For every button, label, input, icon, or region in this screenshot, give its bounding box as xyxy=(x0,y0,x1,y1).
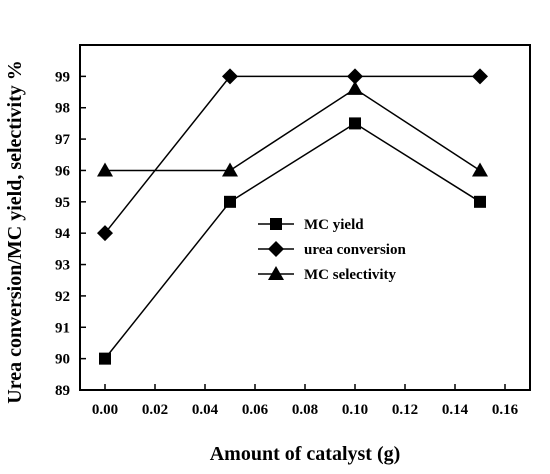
y-tick-label: 92 xyxy=(55,289,70,305)
x-axis-title: Amount of catalyst (g) xyxy=(210,443,401,465)
data-point-triangle xyxy=(97,162,113,177)
data-point-triangle xyxy=(472,162,488,177)
y-tick-label: 94 xyxy=(55,226,71,242)
x-tick-label: 0.04 xyxy=(192,402,219,418)
data-point-triangle xyxy=(347,80,363,95)
y-axis-title: Urea conversion/MC yield, selectivity % xyxy=(4,60,26,403)
x-tick-label: 0.08 xyxy=(292,402,318,418)
y-tick-label: 97 xyxy=(55,132,71,148)
x-tick-label: 0.16 xyxy=(492,402,519,418)
legend-label: MC selectivity xyxy=(304,267,397,283)
legend-marker-diamond xyxy=(268,241,284,257)
legend-item: MC selectivity xyxy=(258,266,397,283)
data-point-square xyxy=(224,195,236,208)
series-triangle xyxy=(97,80,488,177)
y-tick-label: 93 xyxy=(55,258,70,274)
data-point-triangle xyxy=(222,162,238,177)
series-square xyxy=(99,117,486,365)
y-tick-label: 91 xyxy=(55,320,70,336)
legend: MC yield urea conversion MC selectivity xyxy=(258,217,406,283)
y-tick-label: 99 xyxy=(55,69,70,85)
x-tick-label: 0.14 xyxy=(442,402,469,418)
data-point-square xyxy=(349,117,361,130)
legend-item: urea conversion xyxy=(258,241,406,258)
y-tick-label: 95 xyxy=(55,195,70,211)
legend-label: urea conversion xyxy=(304,242,406,258)
y-tick-label: 96 xyxy=(55,163,71,179)
series-line xyxy=(104,122,481,360)
x-tick-label: 0.00 xyxy=(92,402,118,418)
series-layer xyxy=(97,68,488,365)
y-tick-label: 98 xyxy=(55,101,70,117)
x-tick-label: 0.10 xyxy=(342,402,368,418)
x-tick-label: 0.12 xyxy=(392,402,418,418)
data-point-square xyxy=(99,352,111,365)
x-tick-label: 0.02 xyxy=(142,402,168,418)
data-point-diamond xyxy=(347,68,363,85)
x-tick-label: 0.06 xyxy=(242,402,269,418)
series-line xyxy=(104,75,480,234)
legend-item: MC yield xyxy=(258,217,364,233)
legend-marker-triangle xyxy=(268,266,284,280)
axis-ticks: 0.00 0.02 0.04 0.06 0.08 0.10 0.12 0.14 0.16 89 90… xyxy=(55,69,519,418)
legend-label: MC yield xyxy=(304,217,364,233)
data-point-diamond xyxy=(222,68,238,85)
data-point-square xyxy=(474,195,486,208)
y-tick-label: 89 xyxy=(55,383,70,399)
data-point-diamond xyxy=(472,68,488,85)
series-line xyxy=(105,88,481,172)
series-diamond xyxy=(97,68,488,242)
data-point-diamond xyxy=(97,225,113,242)
y-tick-label: 90 xyxy=(55,352,70,368)
legend-marker-square xyxy=(270,218,282,230)
